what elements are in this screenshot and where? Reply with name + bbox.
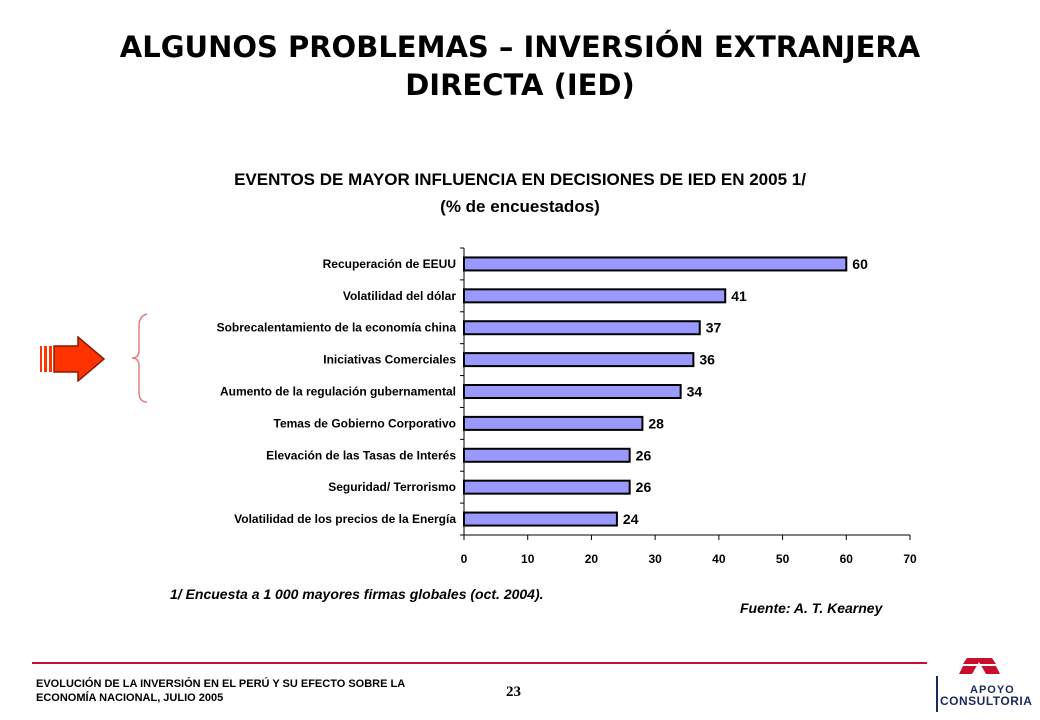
chart-subtitle: (% de encuestados) — [440, 197, 600, 216]
bar — [463, 479, 631, 495]
category-label: Iniciativas Comerciales — [323, 353, 456, 367]
bar — [463, 447, 631, 463]
x-tick-label: 40 — [712, 552, 726, 566]
page-title: ALGUNOS PROBLEMAS – INVERSIÓN EXTRANJERA… — [0, 28, 1040, 104]
bar — [463, 415, 644, 431]
chart-title: EVENTOS DE MAYOR INFLUENCIA EN DECISIONE… — [234, 170, 806, 189]
footer-doc-title-line1: EVOLUCIÓN DE LA INVERSIÓN EN EL PERÚ Y S… — [36, 678, 406, 690]
data-label: 37 — [706, 320, 722, 336]
footer-doc-title-line2: ECONOMÍA NACIONAL, JULIO 2005 — [36, 692, 224, 704]
logo-text-consultoria: CONSULTORIA — [940, 694, 1033, 708]
bar — [463, 352, 695, 368]
category-label: Sobrecalentamiento de la economía china — [217, 321, 457, 335]
category-label: Seguridad/ Terrorismo — [328, 480, 456, 494]
x-tick-label: 30 — [648, 552, 662, 566]
data-label: 41 — [731, 288, 747, 304]
x-tick-label: 70 — [903, 552, 917, 566]
data-label: 26 — [636, 479, 652, 495]
category-label: Aumento de la regulación gubernamental — [220, 385, 456, 399]
footnote: 1/ Encuesta a 1 000 mayores firmas globa… — [170, 586, 544, 602]
data-label: 24 — [623, 511, 639, 527]
data-label: 60 — [852, 256, 868, 272]
x-tick-label: 20 — [585, 552, 599, 566]
footer-doc-title: EVOLUCIÓN DE LA INVERSIÓN EN EL PERÚ Y S… — [36, 677, 466, 705]
bar — [463, 320, 701, 336]
category-label: Volatilidad de los precios de la Energía — [234, 512, 456, 526]
data-label: 26 — [636, 447, 652, 463]
apoyo-logo-icon — [936, 658, 1000, 712]
chart-labels: Recuperación de EEUU 60 Volatilidad del dó… — [217, 256, 868, 527]
right-arrow-icon — [40, 336, 106, 382]
x-tick-label: 0 — [461, 552, 468, 566]
x-tick-label: 50 — [776, 552, 790, 566]
footer-divider — [32, 662, 927, 664]
category-label: Recuperación de EEUU — [323, 257, 456, 271]
logo-text-apoyo: APOYO — [970, 684, 1015, 696]
page-title-line1: ALGUNOS PROBLEMAS – INVERSIÓN EXTRANJERA — [119, 30, 921, 64]
x-tick-label: 10 — [521, 552, 535, 566]
page-title-line2: DIRECTA (IED) — [405, 68, 635, 102]
data-label: 28 — [648, 415, 664, 431]
bar — [463, 384, 682, 399]
bracket-icon — [131, 313, 148, 403]
chart-bars — [463, 256, 848, 527]
category-label: Temas de Gobierno Corporativo — [274, 416, 456, 430]
bar — [463, 511, 618, 527]
data-label: 34 — [687, 384, 703, 400]
bar — [463, 256, 848, 272]
source-note: Fuente: A. T. Kearney — [740, 600, 883, 616]
category-label: Elevación de las Tasas de Interés — [266, 448, 456, 462]
data-label: 36 — [699, 352, 715, 368]
category-label: Volatilidad del dólar — [343, 289, 456, 303]
x-tick-label: 60 — [840, 552, 854, 566]
bar — [463, 288, 727, 304]
page-number: 23 — [506, 684, 521, 700]
